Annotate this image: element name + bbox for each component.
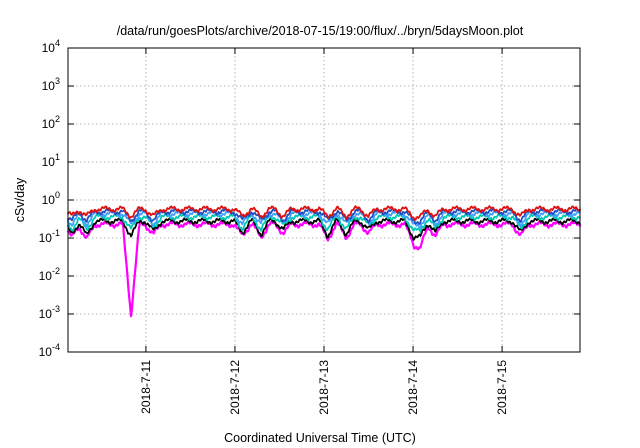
x-tick-label: 2018-7-14	[406, 360, 420, 415]
series-line	[67, 217, 581, 241]
x-tick-label: 2018-7-13	[317, 360, 331, 415]
series-line	[66, 220, 582, 318]
y-tick-label: 10-4	[39, 342, 60, 359]
chart-title: /data/run/goesPlots/archive/2018-07-15/1…	[117, 24, 524, 38]
y-tick-label: 10-3	[39, 304, 60, 321]
y-tick-label: 10-1	[39, 228, 60, 245]
x-tick-label: 2018-7-11	[139, 360, 153, 414]
x-tick-label: 2018-7-12	[228, 360, 242, 415]
y-tick-label: 102	[42, 114, 60, 131]
y-axis-label: cSv/day	[13, 177, 27, 222]
x-tick-labels: 2018-7-11 2018-7-12 2018-7-13 2018-7-14 2018…	[139, 360, 509, 415]
y-tick-label: 103	[42, 76, 60, 93]
series-line	[67, 213, 581, 233]
y-tick-label: 101	[42, 152, 60, 169]
grid-lines	[68, 48, 580, 352]
y-tick-label: 104	[42, 38, 60, 55]
y-tick-labels: 104 103 102 101 100 10-1 10-2 10-3 10-4	[39, 38, 60, 359]
y-tick-label: 100	[42, 190, 60, 207]
series-lines	[66, 205, 582, 318]
x-axis-label: Coordinated Universal Time (UTC)	[224, 431, 416, 445]
axis-ticks	[68, 47, 580, 353]
y-tick-label: 10-2	[39, 266, 60, 283]
x-tick-label: 2018-7-15	[495, 360, 509, 415]
series-line	[67, 205, 581, 221]
